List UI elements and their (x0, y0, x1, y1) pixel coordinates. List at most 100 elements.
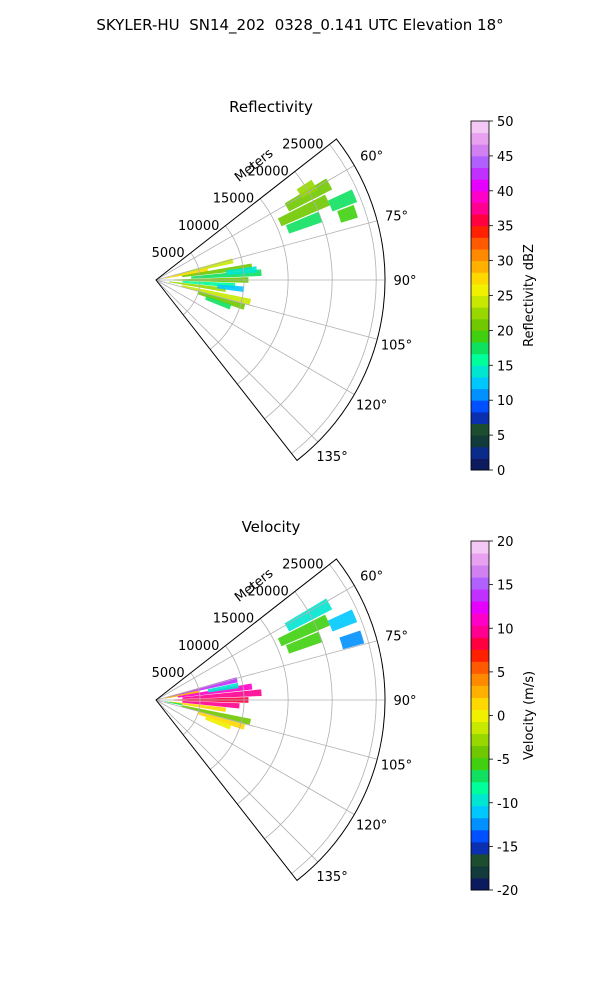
colorbar-segment (471, 283, 489, 296)
range-tick-label: 15000 (213, 192, 254, 207)
azimuth-gridline (155, 640, 378, 701)
colorbar-segment (471, 132, 489, 145)
radar-gate (284, 178, 333, 212)
colorbar-tick-label: 40 (497, 185, 514, 200)
colorbar-segment (471, 295, 489, 308)
azimuth-gridline (155, 699, 378, 760)
colorbar-segment (471, 661, 489, 674)
azimuth-tick-label: 75° (385, 210, 408, 225)
colorbar-segment (471, 613, 489, 626)
colorbar-segment (471, 769, 489, 783)
colorbar-segment (471, 829, 489, 843)
azimuth-tick-label: 105° (381, 338, 412, 353)
colorbar-segment (471, 853, 489, 867)
colorbar-tick-label: 35 (497, 220, 514, 235)
colorbar-segment (471, 637, 489, 650)
colorbar-segment (471, 745, 489, 759)
colorbar-segment (471, 179, 489, 192)
colorbar-tick-label: 10 (497, 394, 514, 409)
colorbar-segment (471, 365, 489, 378)
colorbar-segment (471, 553, 489, 566)
colorbar-segment (471, 237, 489, 250)
colorbar-tick-label: 20 (497, 324, 514, 339)
figure-title: SKYLER-HU SN14_202 0328_0.141 UTC Elevat… (96, 16, 504, 34)
azimuth-gridline (155, 165, 355, 281)
range-tick-label: 10000 (178, 219, 219, 234)
colorbar-tick-label: -5 (497, 753, 510, 768)
azimuth-tick-label: 120° (356, 399, 387, 414)
azimuth-gridline (155, 279, 378, 340)
azimuth-tick-label: 105° (381, 758, 412, 773)
radar-gate (164, 268, 209, 279)
colorbar-segment (471, 225, 489, 238)
colorbar-tick-label: -15 (497, 840, 518, 855)
radar-gate (339, 630, 365, 650)
azimuth-gridline (155, 279, 355, 395)
radar-gate (205, 716, 232, 730)
colorbar-tick-label: 0 (497, 710, 505, 725)
range-ring (264, 591, 333, 840)
range-ring (237, 198, 289, 385)
range-tick-label: 5000 (152, 246, 185, 261)
sector-frame (155, 138, 386, 462)
azimuth-tick-label: 75° (385, 630, 408, 645)
colorbar-segment (471, 458, 489, 471)
radar-gate (164, 690, 200, 699)
colorbar-segment (471, 248, 489, 262)
radar-gate (327, 189, 358, 212)
radar-gate (182, 701, 240, 709)
colorbar-tick-label: -20 (497, 884, 518, 899)
colorbar-tick-label: 15 (497, 579, 514, 594)
azimuth-tick-label: 90° (393, 274, 416, 289)
sector-frame (155, 558, 386, 882)
range-ring (264, 171, 333, 420)
radar-gate (197, 291, 246, 310)
azimuth-tick-label: 60° (360, 570, 383, 585)
colorbar-segment (471, 411, 489, 424)
colorbar: -20 -15 -10 -5 0 5 10 15 20 Velocity (m/s) (470, 535, 537, 899)
colorbar-segment (471, 793, 489, 807)
colorbar-segment (471, 318, 489, 331)
colorbar-segment (471, 272, 489, 285)
colorbar-segment (471, 685, 489, 698)
colorbar-segment (471, 423, 489, 436)
colorbar-segment (471, 121, 489, 134)
colorbar-segment (471, 709, 489, 723)
colorbar-tick-label: 50 (497, 115, 514, 130)
colorbar-segment (471, 577, 489, 590)
colorbar-segment (471, 388, 489, 401)
colorbar-segment (471, 805, 489, 819)
colorbar-tick-label: 25 (497, 290, 514, 305)
azimuth-gridline (155, 699, 355, 815)
colorbar-segment (471, 877, 489, 891)
colorbar-tick-label: 45 (497, 150, 514, 165)
radar-gate (205, 296, 232, 310)
radar-gate (327, 609, 358, 632)
colorbar-label: Reflectivity dBZ (522, 244, 537, 347)
range-ring (291, 564, 377, 874)
radar-gate (164, 701, 183, 706)
colorbar-segment (471, 342, 489, 355)
colorbar-segment (471, 733, 489, 747)
colorbar-segment (471, 865, 489, 879)
colorbar-segment (471, 757, 489, 771)
range-tick-label: 25000 (282, 557, 323, 572)
radar-gate (207, 682, 239, 693)
colorbar-tick-label: 30 (497, 255, 514, 270)
radar-gate (182, 689, 262, 699)
radar-gate (277, 194, 331, 227)
polar-panel-velocity: Velocity 5000 10000 15000 20000 25000 60° 75° 90… (152, 518, 537, 899)
radar-gate (197, 711, 246, 730)
radar-gate (225, 266, 258, 275)
range-ring (209, 645, 245, 770)
azimuth-tick-label: 90° (393, 694, 416, 709)
colorbar-tick-label: -10 (497, 797, 518, 812)
range-tick-label: 25000 (282, 137, 323, 152)
colorbar-segment (471, 353, 489, 366)
colorbar-tick-label: 15 (497, 359, 514, 374)
azimuth-tick-label: 120° (356, 819, 387, 834)
radar-gate (285, 631, 323, 654)
colorbar-segment (471, 841, 489, 855)
